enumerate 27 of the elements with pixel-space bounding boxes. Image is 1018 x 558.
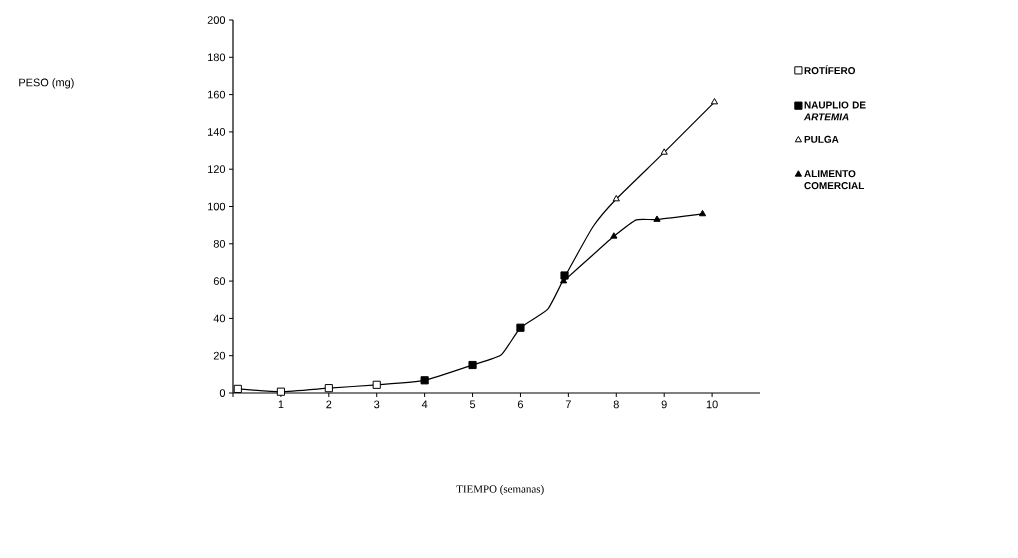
legend-label: NAUPLIO DE ARTEMIA (803, 101, 866, 121)
x-tick-label: 3 (374, 400, 380, 409)
text: PESO (mg) (19, 78, 74, 89)
x-tick-label: 2 (326, 400, 332, 409)
legend-label: ALIMENTO COMERCIAL (804, 170, 864, 190)
y-tick-label: 80 (213, 239, 226, 248)
y-tick-label: 120 (208, 165, 226, 174)
y-tick-label: 20 (213, 351, 226, 360)
y-tick-label: 160 (208, 90, 226, 99)
x-tick-label: 4 (421, 400, 428, 409)
y-tick-label: 140 (208, 128, 226, 136)
y-tick-label: 40 (213, 314, 226, 323)
x-tick-label: 6 (517, 400, 524, 409)
y-tick-label: 180 (208, 53, 226, 62)
y-tick-label: 0 (219, 389, 226, 397)
y-tick-label: 100 (208, 202, 226, 211)
x-tick-label: 7 (565, 400, 571, 409)
y-tick-label: 200 (207, 16, 226, 24)
x-tick-label: 1 (278, 400, 284, 409)
legend-label: PULGA (804, 135, 839, 143)
x-tick-label: 8 (613, 400, 619, 409)
y-tick-label: 60 (213, 277, 226, 285)
x-tick-label: 9 (661, 400, 667, 409)
x-tick-label: 5 (469, 400, 476, 409)
legend-label: ROTÍFERO (804, 65, 856, 75)
x-tick-label: 10 (706, 400, 718, 409)
text: TIEMPO (semanas) (456, 485, 544, 495)
